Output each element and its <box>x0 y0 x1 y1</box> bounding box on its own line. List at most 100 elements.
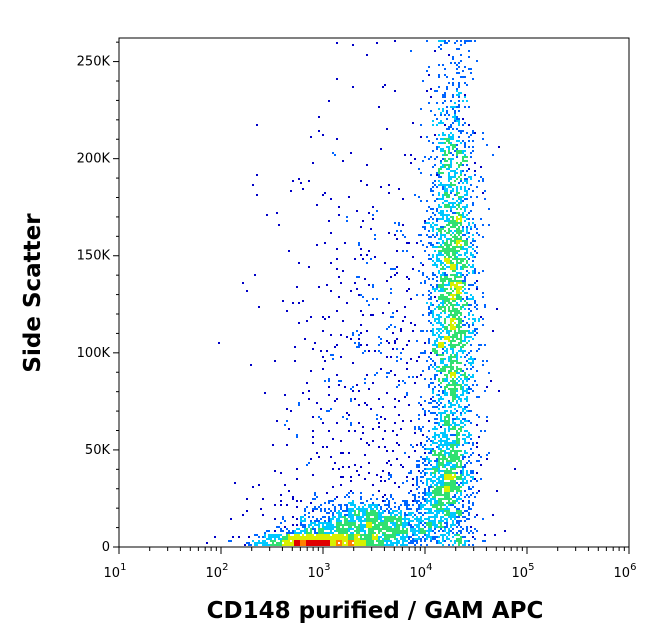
data-point <box>458 106 460 108</box>
data-point <box>476 288 478 290</box>
data-point <box>440 520 442 522</box>
data-point <box>464 350 466 352</box>
data-point <box>328 394 330 396</box>
data-point <box>472 504 474 506</box>
data-point <box>456 284 458 286</box>
data-point <box>442 536 444 538</box>
data-point <box>388 528 390 530</box>
data-point <box>364 530 366 532</box>
data-point <box>368 516 370 518</box>
data-point <box>436 464 438 466</box>
data-point <box>394 340 396 342</box>
data-point <box>398 516 400 518</box>
data-point <box>466 376 468 378</box>
data-point <box>466 242 468 244</box>
data-point <box>376 534 378 536</box>
data-point <box>328 508 330 510</box>
data-point <box>394 90 396 92</box>
data-point <box>376 42 378 44</box>
data-point <box>274 518 276 520</box>
data-point <box>438 194 440 196</box>
data-point <box>484 306 486 308</box>
data-point <box>438 218 440 220</box>
data-point <box>318 520 320 522</box>
data-point <box>474 170 476 172</box>
data-point <box>452 366 454 368</box>
data-point <box>440 506 442 508</box>
data-point <box>306 320 308 322</box>
data-point <box>306 544 308 546</box>
data-point <box>410 298 412 300</box>
data-point <box>410 358 412 360</box>
data-point <box>456 68 458 70</box>
data-point <box>432 406 434 408</box>
data-point <box>376 544 378 546</box>
data-point <box>466 204 468 206</box>
data-point <box>452 328 454 330</box>
data-point <box>448 232 450 234</box>
data-point <box>282 540 284 542</box>
data-point <box>366 300 368 302</box>
data-point <box>480 456 482 458</box>
data-point <box>442 110 444 112</box>
data-point <box>442 470 444 472</box>
data-point <box>462 160 464 162</box>
data-point <box>440 412 442 414</box>
data-point <box>454 398 456 400</box>
data-point <box>472 384 474 386</box>
data-point <box>390 536 392 538</box>
data-point <box>406 508 408 510</box>
data-point <box>378 398 380 400</box>
data-point <box>434 214 436 216</box>
data-point <box>444 488 446 490</box>
data-point <box>468 56 470 58</box>
data-point <box>464 186 466 188</box>
data-point <box>420 480 422 482</box>
data-point <box>358 530 360 532</box>
data-point <box>316 532 318 534</box>
data-point <box>436 446 438 448</box>
data-point <box>452 472 454 474</box>
data-point <box>450 478 452 480</box>
data-point <box>434 200 436 202</box>
data-point <box>416 524 418 526</box>
data-point <box>380 524 382 526</box>
data-point <box>364 478 366 480</box>
data-point <box>382 500 384 502</box>
data-point <box>452 428 454 430</box>
data-point <box>484 540 486 542</box>
data-point <box>436 484 438 486</box>
data-point <box>482 296 484 298</box>
data-point <box>336 258 338 260</box>
data-point <box>462 472 464 474</box>
data-point <box>436 172 438 174</box>
data-point <box>394 422 396 424</box>
data-point <box>386 450 388 452</box>
data-point <box>462 468 464 470</box>
data-point <box>436 254 438 256</box>
data-point <box>434 320 436 322</box>
data-point <box>456 430 458 432</box>
data-point <box>464 278 466 280</box>
data-point <box>402 540 404 542</box>
data-point <box>460 274 462 276</box>
data-point <box>352 544 354 546</box>
data-point <box>452 334 454 336</box>
data-point <box>292 530 294 532</box>
data-point <box>330 536 332 538</box>
data-point <box>460 526 462 528</box>
data-point <box>412 516 414 518</box>
data-point <box>374 510 376 512</box>
data-point <box>448 230 450 232</box>
data-point <box>440 316 442 318</box>
data-point <box>454 268 456 270</box>
data-point <box>338 380 340 382</box>
data-point <box>346 522 348 524</box>
data-point <box>442 464 444 466</box>
data-point <box>396 360 398 362</box>
data-point <box>254 534 256 536</box>
data-point <box>436 504 438 506</box>
data-point <box>458 396 460 398</box>
data-point <box>452 460 454 462</box>
data-point <box>316 204 318 206</box>
